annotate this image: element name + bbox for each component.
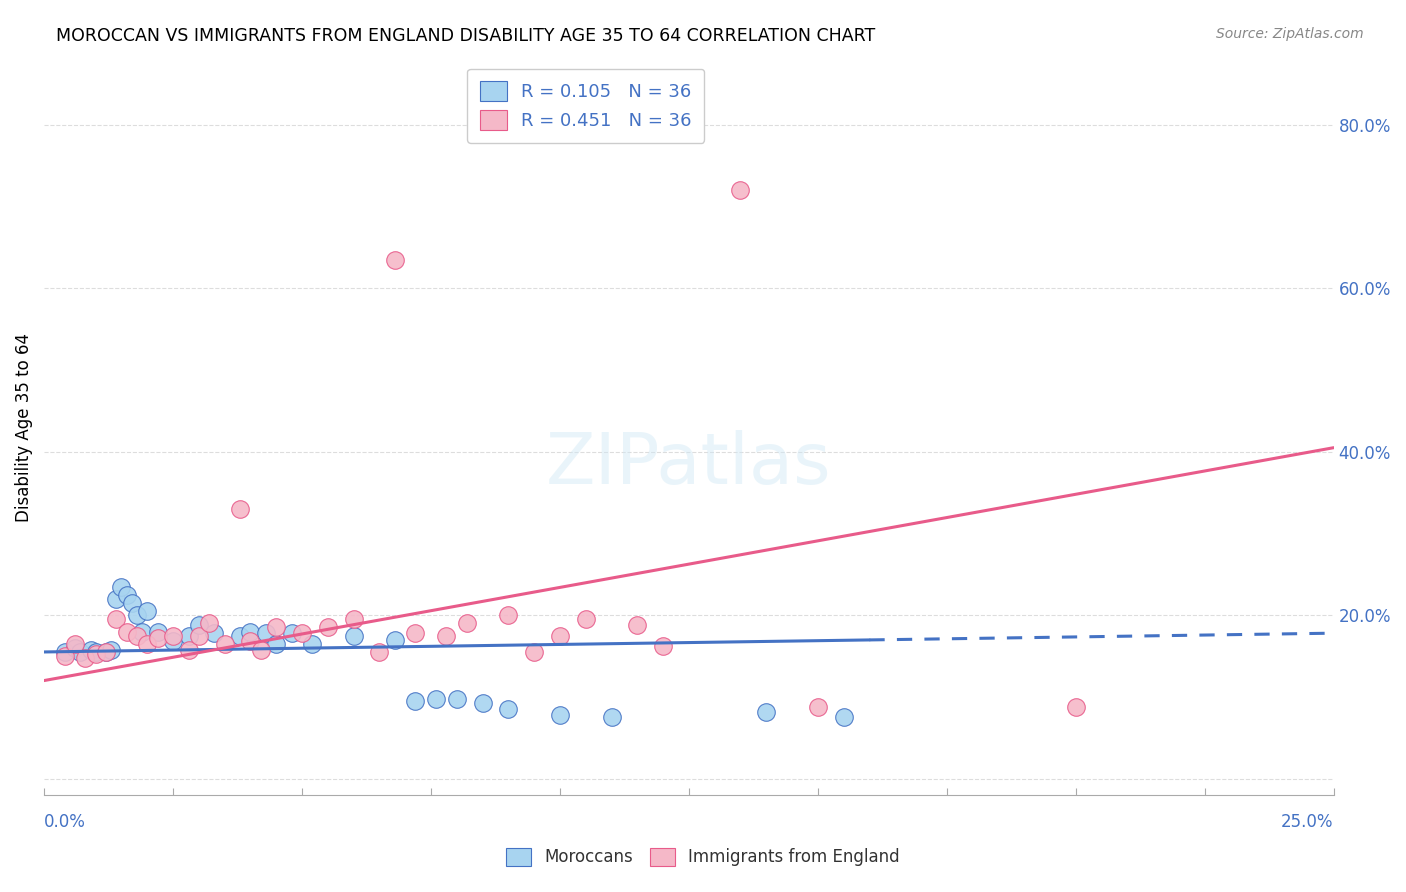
Point (121, 596, 143, 610)
Point (115, 588, 138, 602)
Point (730, 183, 752, 197)
Point (84, 648, 107, 662)
Point (229, 629, 252, 643)
Point (264, 620, 287, 634)
Point (187, 629, 209, 643)
Point (498, 702, 520, 716)
Point (53, 648, 76, 663)
Point (100, 643, 122, 657)
Point (832, 709, 855, 723)
Point (214, 637, 236, 651)
Point (84, 645, 107, 659)
Point (94, 645, 117, 659)
Text: MOROCCAN VS IMMIGRANTS FROM ENGLAND DISABILITY AGE 35 TO 64 CORRELATION CHART: MOROCCAN VS IMMIGRANTS FROM ENGLAND DISA… (56, 27, 876, 45)
Point (53, 645, 76, 659)
Point (198, 616, 221, 631)
Point (177, 642, 200, 657)
Point (125, 629, 148, 643)
Point (652, 639, 675, 653)
Point (162, 629, 184, 643)
Point (807, 699, 830, 714)
Point (63, 640, 86, 655)
Point (75, 650, 97, 665)
Point (548, 629, 571, 643)
Point (125, 608, 148, 623)
Point (162, 634, 184, 648)
Legend: Moroccans, Immigrants from England: Moroccans, Immigrants from England (498, 839, 908, 875)
Point (301, 637, 323, 651)
Point (384, 252, 406, 267)
Point (239, 634, 262, 648)
Point (105, 612, 128, 626)
Point (600, 710, 623, 724)
Point (456, 616, 478, 631)
Point (115, 624, 138, 639)
Point (523, 645, 546, 659)
Text: ZIPatlas: ZIPatlas (546, 430, 832, 499)
Y-axis label: Disability Age 35 to 64: Disability Age 35 to 64 (15, 333, 32, 522)
Point (291, 626, 314, 640)
Point (202, 626, 225, 640)
Text: 0.0%: 0.0% (44, 814, 86, 831)
Point (280, 626, 302, 640)
Point (316, 620, 339, 634)
Point (575, 612, 598, 626)
Point (94, 645, 117, 659)
Point (368, 645, 391, 659)
Point (342, 612, 364, 626)
Point (342, 629, 364, 643)
Point (1064, 699, 1087, 714)
Point (63, 637, 86, 651)
Point (105, 591, 128, 606)
Legend: R = 0.105   N = 36, R = 0.451   N = 36: R = 0.105 N = 36, R = 0.451 N = 36 (467, 69, 704, 143)
Point (177, 629, 200, 643)
Text: Source: ZipAtlas.com: Source: ZipAtlas.com (1216, 27, 1364, 41)
Point (69, 645, 91, 659)
Point (405, 694, 427, 708)
Point (384, 632, 406, 647)
Point (110, 580, 132, 594)
Point (136, 604, 159, 618)
Point (548, 707, 571, 722)
Point (79, 642, 101, 657)
Point (264, 637, 287, 651)
Point (136, 637, 159, 651)
Point (405, 626, 427, 640)
Point (626, 618, 648, 632)
Point (755, 705, 778, 719)
Point (229, 502, 252, 516)
Point (239, 624, 262, 639)
Text: 25.0%: 25.0% (1281, 814, 1334, 831)
Point (498, 608, 520, 623)
Point (446, 691, 468, 706)
Point (425, 691, 447, 706)
Point (146, 631, 169, 645)
Point (187, 618, 209, 632)
Point (146, 624, 169, 639)
Point (131, 624, 153, 639)
Point (249, 642, 271, 657)
Point (471, 697, 494, 711)
Point (254, 626, 277, 640)
Point (436, 629, 458, 643)
